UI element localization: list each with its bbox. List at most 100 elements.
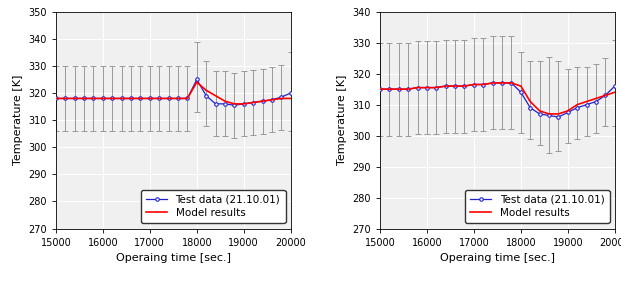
Test data (21.10.01): [536, 112, 543, 116]
Test data (21.10.01): [155, 97, 163, 100]
X-axis label: Operaing time [sec.]: Operaing time [sec.]: [440, 253, 555, 263]
Model results: [109, 97, 116, 100]
Model results: [508, 81, 515, 85]
Test data (21.10.01): [489, 81, 496, 85]
Test data (21.10.01): [221, 102, 229, 105]
Model results: [202, 88, 210, 92]
Model results: [287, 97, 294, 100]
Test data (21.10.01): [109, 97, 116, 100]
Test data (21.10.01): [545, 114, 553, 117]
Test data (21.10.01): [395, 87, 402, 91]
Test data (21.10.01): [583, 103, 591, 106]
Test data (21.10.01): [71, 97, 78, 100]
Test data (21.10.01): [259, 99, 266, 103]
Test data (21.10.01): [527, 106, 534, 110]
Model results: [433, 86, 440, 89]
Model results: [395, 87, 402, 91]
Test data (21.10.01): [250, 101, 257, 104]
Model results: [498, 81, 505, 85]
Line: Model results: Model results: [56, 82, 291, 104]
Test data (21.10.01): [202, 94, 210, 98]
Test data (21.10.01): [99, 97, 107, 100]
Test data (21.10.01): [61, 97, 69, 100]
Test data (21.10.01): [240, 102, 248, 105]
Test data (21.10.01): [498, 81, 505, 85]
Model results: [555, 112, 562, 116]
Model results: [414, 86, 421, 89]
X-axis label: Operaing time [sec.]: Operaing time [sec.]: [116, 253, 231, 263]
Line: Model results: Model results: [380, 83, 615, 114]
Test data (21.10.01): [461, 84, 468, 88]
Model results: [470, 83, 478, 86]
Test data (21.10.01): [414, 86, 421, 89]
Model results: [259, 99, 266, 103]
Model results: [564, 109, 571, 113]
Model results: [61, 97, 69, 100]
Model results: [137, 97, 144, 100]
Y-axis label: Temperature [K]: Temperature [K]: [337, 75, 347, 165]
Model results: [461, 84, 468, 88]
Model results: [175, 97, 182, 100]
Model results: [71, 97, 78, 100]
Model results: [184, 97, 191, 100]
Model results: [118, 97, 125, 100]
Model results: [90, 97, 97, 100]
Model results: [221, 99, 229, 103]
Test data (21.10.01): [442, 84, 450, 88]
Model results: [423, 86, 430, 89]
Model results: [146, 97, 153, 100]
Model results: [165, 97, 173, 100]
Model results: [545, 112, 553, 116]
Model results: [212, 94, 219, 98]
Test data (21.10.01): [517, 91, 525, 94]
Y-axis label: Temperature [K]: Temperature [K]: [12, 75, 23, 165]
Test data (21.10.01): [573, 106, 581, 110]
Model results: [573, 103, 581, 106]
Model results: [386, 87, 393, 91]
Test data (21.10.01): [555, 115, 562, 119]
Test data (21.10.01): [80, 97, 88, 100]
Model results: [155, 97, 163, 100]
Line: Test data (21.10.01): Test data (21.10.01): [378, 81, 617, 119]
Test data (21.10.01): [90, 97, 97, 100]
Model results: [52, 97, 60, 100]
Line: Test data (21.10.01): Test data (21.10.01): [54, 78, 292, 107]
Model results: [99, 97, 107, 100]
Test data (21.10.01): [193, 78, 201, 81]
Model results: [404, 87, 412, 91]
Test data (21.10.01): [423, 86, 430, 89]
Test data (21.10.01): [376, 87, 384, 91]
Model results: [240, 102, 248, 105]
Test data (21.10.01): [451, 84, 459, 88]
Test data (21.10.01): [175, 97, 182, 100]
Test data (21.10.01): [386, 87, 393, 91]
Model results: [536, 109, 543, 113]
Model results: [489, 81, 496, 85]
Test data (21.10.01): [602, 93, 609, 97]
Model results: [278, 97, 285, 100]
Model results: [376, 87, 384, 91]
Test data (21.10.01): [433, 86, 440, 89]
Model results: [583, 100, 591, 103]
Model results: [611, 91, 619, 94]
Test data (21.10.01): [52, 97, 60, 100]
Test data (21.10.01): [592, 100, 600, 103]
Model results: [517, 84, 525, 88]
Model results: [479, 83, 487, 86]
Test data (21.10.01): [287, 91, 294, 95]
Test data (21.10.01): [118, 97, 125, 100]
Test data (21.10.01): [278, 95, 285, 99]
Test data (21.10.01): [611, 84, 619, 88]
Test data (21.10.01): [404, 87, 412, 91]
Model results: [250, 101, 257, 104]
Model results: [442, 84, 450, 88]
Model results: [527, 100, 534, 103]
Test data (21.10.01): [184, 97, 191, 100]
Test data (21.10.01): [470, 83, 478, 86]
Model results: [127, 97, 135, 100]
Model results: [592, 97, 600, 100]
Test data (21.10.01): [127, 97, 135, 100]
Test data (21.10.01): [479, 83, 487, 86]
Legend: Test data (21.10.01), Model results: Test data (21.10.01), Model results: [465, 190, 610, 223]
Model results: [268, 98, 276, 102]
